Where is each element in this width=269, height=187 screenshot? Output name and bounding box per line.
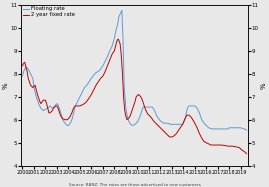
Floating rate <box>245 129 248 131</box>
2 year fixed rate <box>53 106 56 108</box>
Floating rate <box>124 100 127 102</box>
2 year fixed rate <box>27 77 30 79</box>
Floating rate <box>72 114 75 116</box>
Floating rate <box>83 86 86 89</box>
2 year fixed rate <box>21 65 24 67</box>
Floating rate <box>151 106 154 108</box>
Legend: Floating rate, 2 year fixed rate: Floating rate, 2 year fixed rate <box>22 6 76 18</box>
Line: Floating rate: Floating rate <box>23 10 246 130</box>
Floating rate <box>124 107 128 109</box>
2 year fixed rate <box>245 153 248 155</box>
Floating rate <box>120 9 123 12</box>
2 year fixed rate <box>172 135 176 137</box>
Line: 2 year fixed rate: 2 year fixed rate <box>23 39 246 154</box>
Floating rate <box>21 75 24 77</box>
Floating rate <box>32 86 36 89</box>
Y-axis label: %: % <box>3 82 9 89</box>
2 year fixed rate <box>183 119 186 121</box>
2 year fixed rate <box>116 38 119 40</box>
Y-axis label: %: % <box>260 82 266 89</box>
Text: Source: RBNZ. The rates are those advertised to new customers: Source: RBNZ. The rates are those advert… <box>69 183 200 187</box>
2 year fixed rate <box>134 96 138 98</box>
2 year fixed rate <box>143 105 146 107</box>
